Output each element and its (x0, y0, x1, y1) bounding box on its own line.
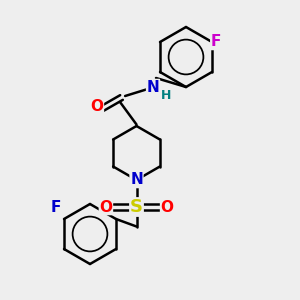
Text: F: F (211, 34, 221, 50)
Text: O: O (160, 200, 174, 214)
Text: F: F (50, 200, 61, 214)
Text: O: O (99, 200, 112, 214)
Text: H: H (161, 89, 172, 102)
Text: O: O (90, 99, 104, 114)
Text: N: N (147, 80, 159, 94)
Text: N: N (130, 172, 143, 188)
Text: S: S (130, 198, 143, 216)
